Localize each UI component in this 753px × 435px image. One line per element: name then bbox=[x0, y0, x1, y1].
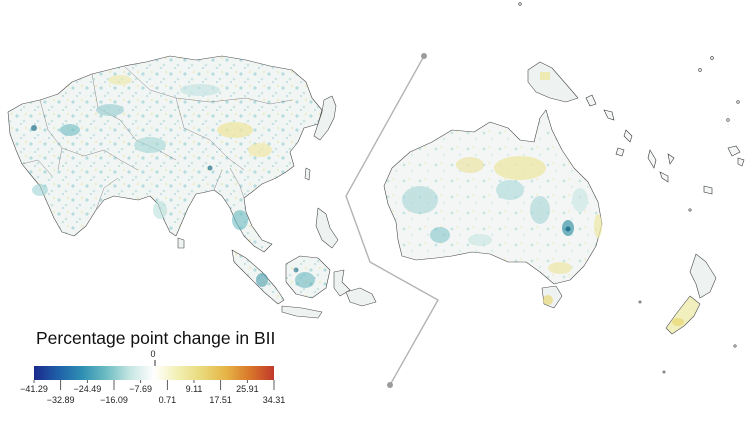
legend: Percentage point change in BII 0 −41.29−… bbox=[20, 328, 285, 405]
legend-zero-label: 0 bbox=[150, 349, 155, 359]
legend-tick-label: 9.11 bbox=[186, 384, 203, 394]
nz-north-island bbox=[689, 253, 717, 299]
australia-change-patches bbox=[402, 156, 684, 326]
png-patch bbox=[540, 72, 550, 80]
divider-endpoint-top bbox=[421, 53, 427, 59]
legend-ticks: −41.29 −24.49 −7.69 9.11 25.91 −32.89 −16.09 0.… bbox=[20, 380, 285, 405]
new-guinea-west bbox=[345, 287, 377, 307]
asia-region bbox=[7, 55, 377, 319]
divider-endpoint-bottom bbox=[387, 382, 393, 388]
papua-new-guinea bbox=[527, 61, 579, 103]
java bbox=[281, 305, 323, 319]
legend-tick-label: 17.51 bbox=[209, 395, 232, 405]
legend-tick-label: 0.71 bbox=[159, 395, 177, 405]
asia-change-patches bbox=[31, 75, 315, 288]
nz-south-island bbox=[665, 295, 701, 335]
region-divider-line bbox=[345, 55, 439, 386]
legend-tick-label: −41.29 bbox=[20, 384, 48, 394]
japan bbox=[313, 95, 337, 141]
sulawesi bbox=[333, 269, 351, 297]
legend-colorbar bbox=[34, 366, 274, 380]
legend-tick-label: −32.89 bbox=[47, 395, 75, 405]
legend-title: Percentage point change in BII bbox=[36, 328, 275, 348]
legend-tick-label: −16.09 bbox=[100, 395, 128, 405]
oceania-region bbox=[383, 2, 745, 374]
legend-tick-label: 25.91 bbox=[236, 384, 259, 394]
taiwan bbox=[304, 167, 311, 181]
sri-lanka bbox=[177, 237, 185, 249]
pacific-islands bbox=[518, 2, 745, 374]
legend-tick-label: −24.49 bbox=[73, 384, 101, 394]
legend-tick-label: 34.31 bbox=[263, 395, 286, 405]
legend-tick-label: −7.69 bbox=[129, 384, 152, 394]
philippines bbox=[315, 207, 339, 249]
